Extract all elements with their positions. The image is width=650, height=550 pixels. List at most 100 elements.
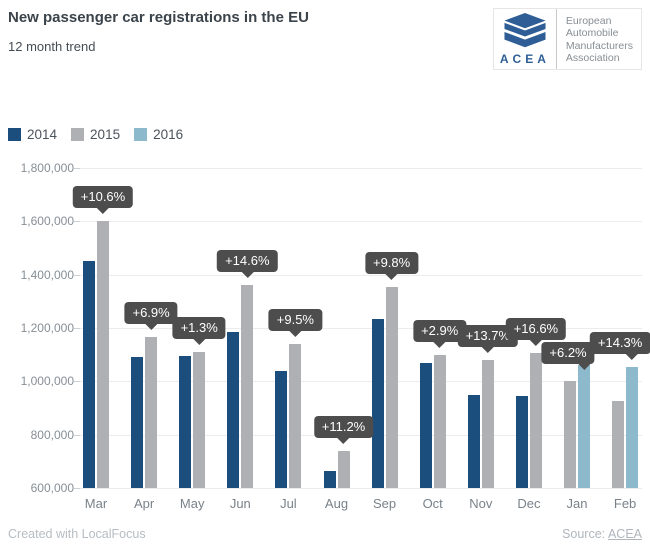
tooltip-pointer [96,208,109,215]
bar-2014-mar[interactable] [83,261,95,488]
axis-tick [74,168,80,169]
x-axis-label-jan: Jan [566,496,588,511]
tooltip-pointer [289,331,302,337]
tooltip-pointer [626,353,639,360]
page-title: New passenger car registrations in the E… [8,9,309,26]
bar-2014-aug[interactable] [323,470,336,488]
acea-logo-text: ACEA [499,52,550,66]
pct-change-tooltip-nov: +13.7% [457,325,519,353]
gridline [80,168,642,169]
pct-change-tooltip-jun: +14.6% [217,250,278,279]
pct-change-tooltip-sep: +9.8% [364,251,419,280]
bar-2014-jun[interactable] [227,332,240,488]
x-axis-label-aug: Aug [324,496,349,511]
gridline [80,488,642,489]
pct-change-tooltip-apr: +6.9% [124,302,178,331]
bar-2014-oct[interactable] [419,362,432,488]
tooltip-pointer [577,364,590,371]
tooltip-pointer [337,437,350,444]
gridline [80,274,642,276]
x-axis-label-dec: Dec [517,496,541,511]
chart-legend: 2014 2015 2016 [8,127,197,142]
tooltip-pointer [481,347,494,353]
tooltip-pointer [193,339,206,345]
x-axis-label-jul: Jul [280,496,297,511]
axis-tick [74,328,80,329]
bar-2014-dec[interactable] [515,396,528,488]
bar-2015-may[interactable] [193,352,206,488]
gridline [80,328,642,329]
legend-item-2014: 2014 [8,127,57,142]
legend-swatch [134,128,148,141]
axis-tick [74,434,80,436]
legend-swatch [8,128,21,141]
y-axis-label: 1,200,000 [20,321,74,335]
localfocus-credit-link[interactable]: Created with LocalFocus [8,527,146,541]
source-label: Source: [562,527,606,541]
bar-2015-mar[interactable] [97,221,109,488]
legend-swatch [71,128,85,141]
bar-2015-jul[interactable] [289,344,302,488]
axis-tick [74,488,80,489]
tooltip-pointer [529,340,542,347]
bar-2015-feb[interactable] [612,401,625,488]
page-subtitle: 12 month trend [8,39,96,54]
y-axis-label: 1,400,000 [20,267,74,282]
bar-2016-feb[interactable] [626,366,639,488]
legend-label: 2016 [153,127,184,142]
y-axis-label: 1,000,000 [20,374,74,389]
source-link[interactable]: ACEA [607,527,642,541]
y-axis-label: 1,600,000 [20,214,74,229]
bar-2014-sep[interactable] [371,318,384,488]
bar-2014-may[interactable] [179,356,192,488]
y-axis-label: 800,000 [30,427,74,442]
x-axis-label-mar: Mar [84,496,108,511]
pct-change-tooltip-jan: +6.2% [541,342,595,371]
acea-box-icon [504,13,546,48]
acea-logo-mark: ACEA [494,9,556,69]
pct-change-tooltip-mar: +10.6% [72,186,134,215]
x-axis-label-may: May [179,496,205,511]
org-line: Association [565,52,620,64]
bar-2014-apr[interactable] [131,357,144,488]
bar-2015-nov[interactable] [481,360,494,488]
x-axis-label-nov: Nov [469,496,493,511]
acea-org-name: European Automobile Manufacturers Associ… [555,9,641,69]
legend-item-2016: 2016 [134,127,183,142]
tooltip-pointer [433,341,446,348]
y-axis-label: 1,800,000 [20,161,74,175]
x-axis-label-apr: Apr [133,496,155,511]
pct-change-tooltip-oct: +2.9% [413,319,467,348]
pct-change-tooltip-may: +1.3% [172,317,226,345]
bar-2015-apr[interactable] [145,337,158,488]
org-line: Manufacturers [565,39,633,52]
bar-2015-oct[interactable] [433,354,446,488]
org-line: Automobile [565,27,619,39]
tooltip-pointer [385,273,398,280]
bar-2015-jan[interactable] [564,381,576,488]
gridline [80,381,642,383]
bar-2015-sep[interactable] [385,286,398,488]
bar-2016-jan[interactable] [578,365,590,488]
legend-item-2015: 2015 [71,127,120,142]
axis-tick [74,381,80,383]
bar-2015-jun[interactable] [241,285,254,488]
bar-2015-dec[interactable] [529,353,542,488]
pct-change-tooltip-aug: +11.2% [313,415,374,444]
bar-2015-aug[interactable] [337,450,350,488]
org-line: European [565,14,612,27]
axis-tick [74,221,80,223]
x-axis-label-jun: Jun [229,496,251,511]
pct-change-tooltip-feb: +14.3% [589,331,650,360]
gridline [80,221,642,223]
legend-label: 2015 [90,127,121,142]
tooltip-pointer [241,272,254,279]
bar-2014-jul[interactable] [275,370,288,488]
tooltip-pointer [145,324,158,331]
bar-2014-nov[interactable] [467,394,480,488]
x-axis-label-oct: Oct [422,496,443,511]
acea-logo: ACEA European Automobile Manufacturers A… [492,8,642,70]
x-axis-label-feb: Feb [613,496,637,511]
y-axis-label: 600,000 [30,481,74,495]
